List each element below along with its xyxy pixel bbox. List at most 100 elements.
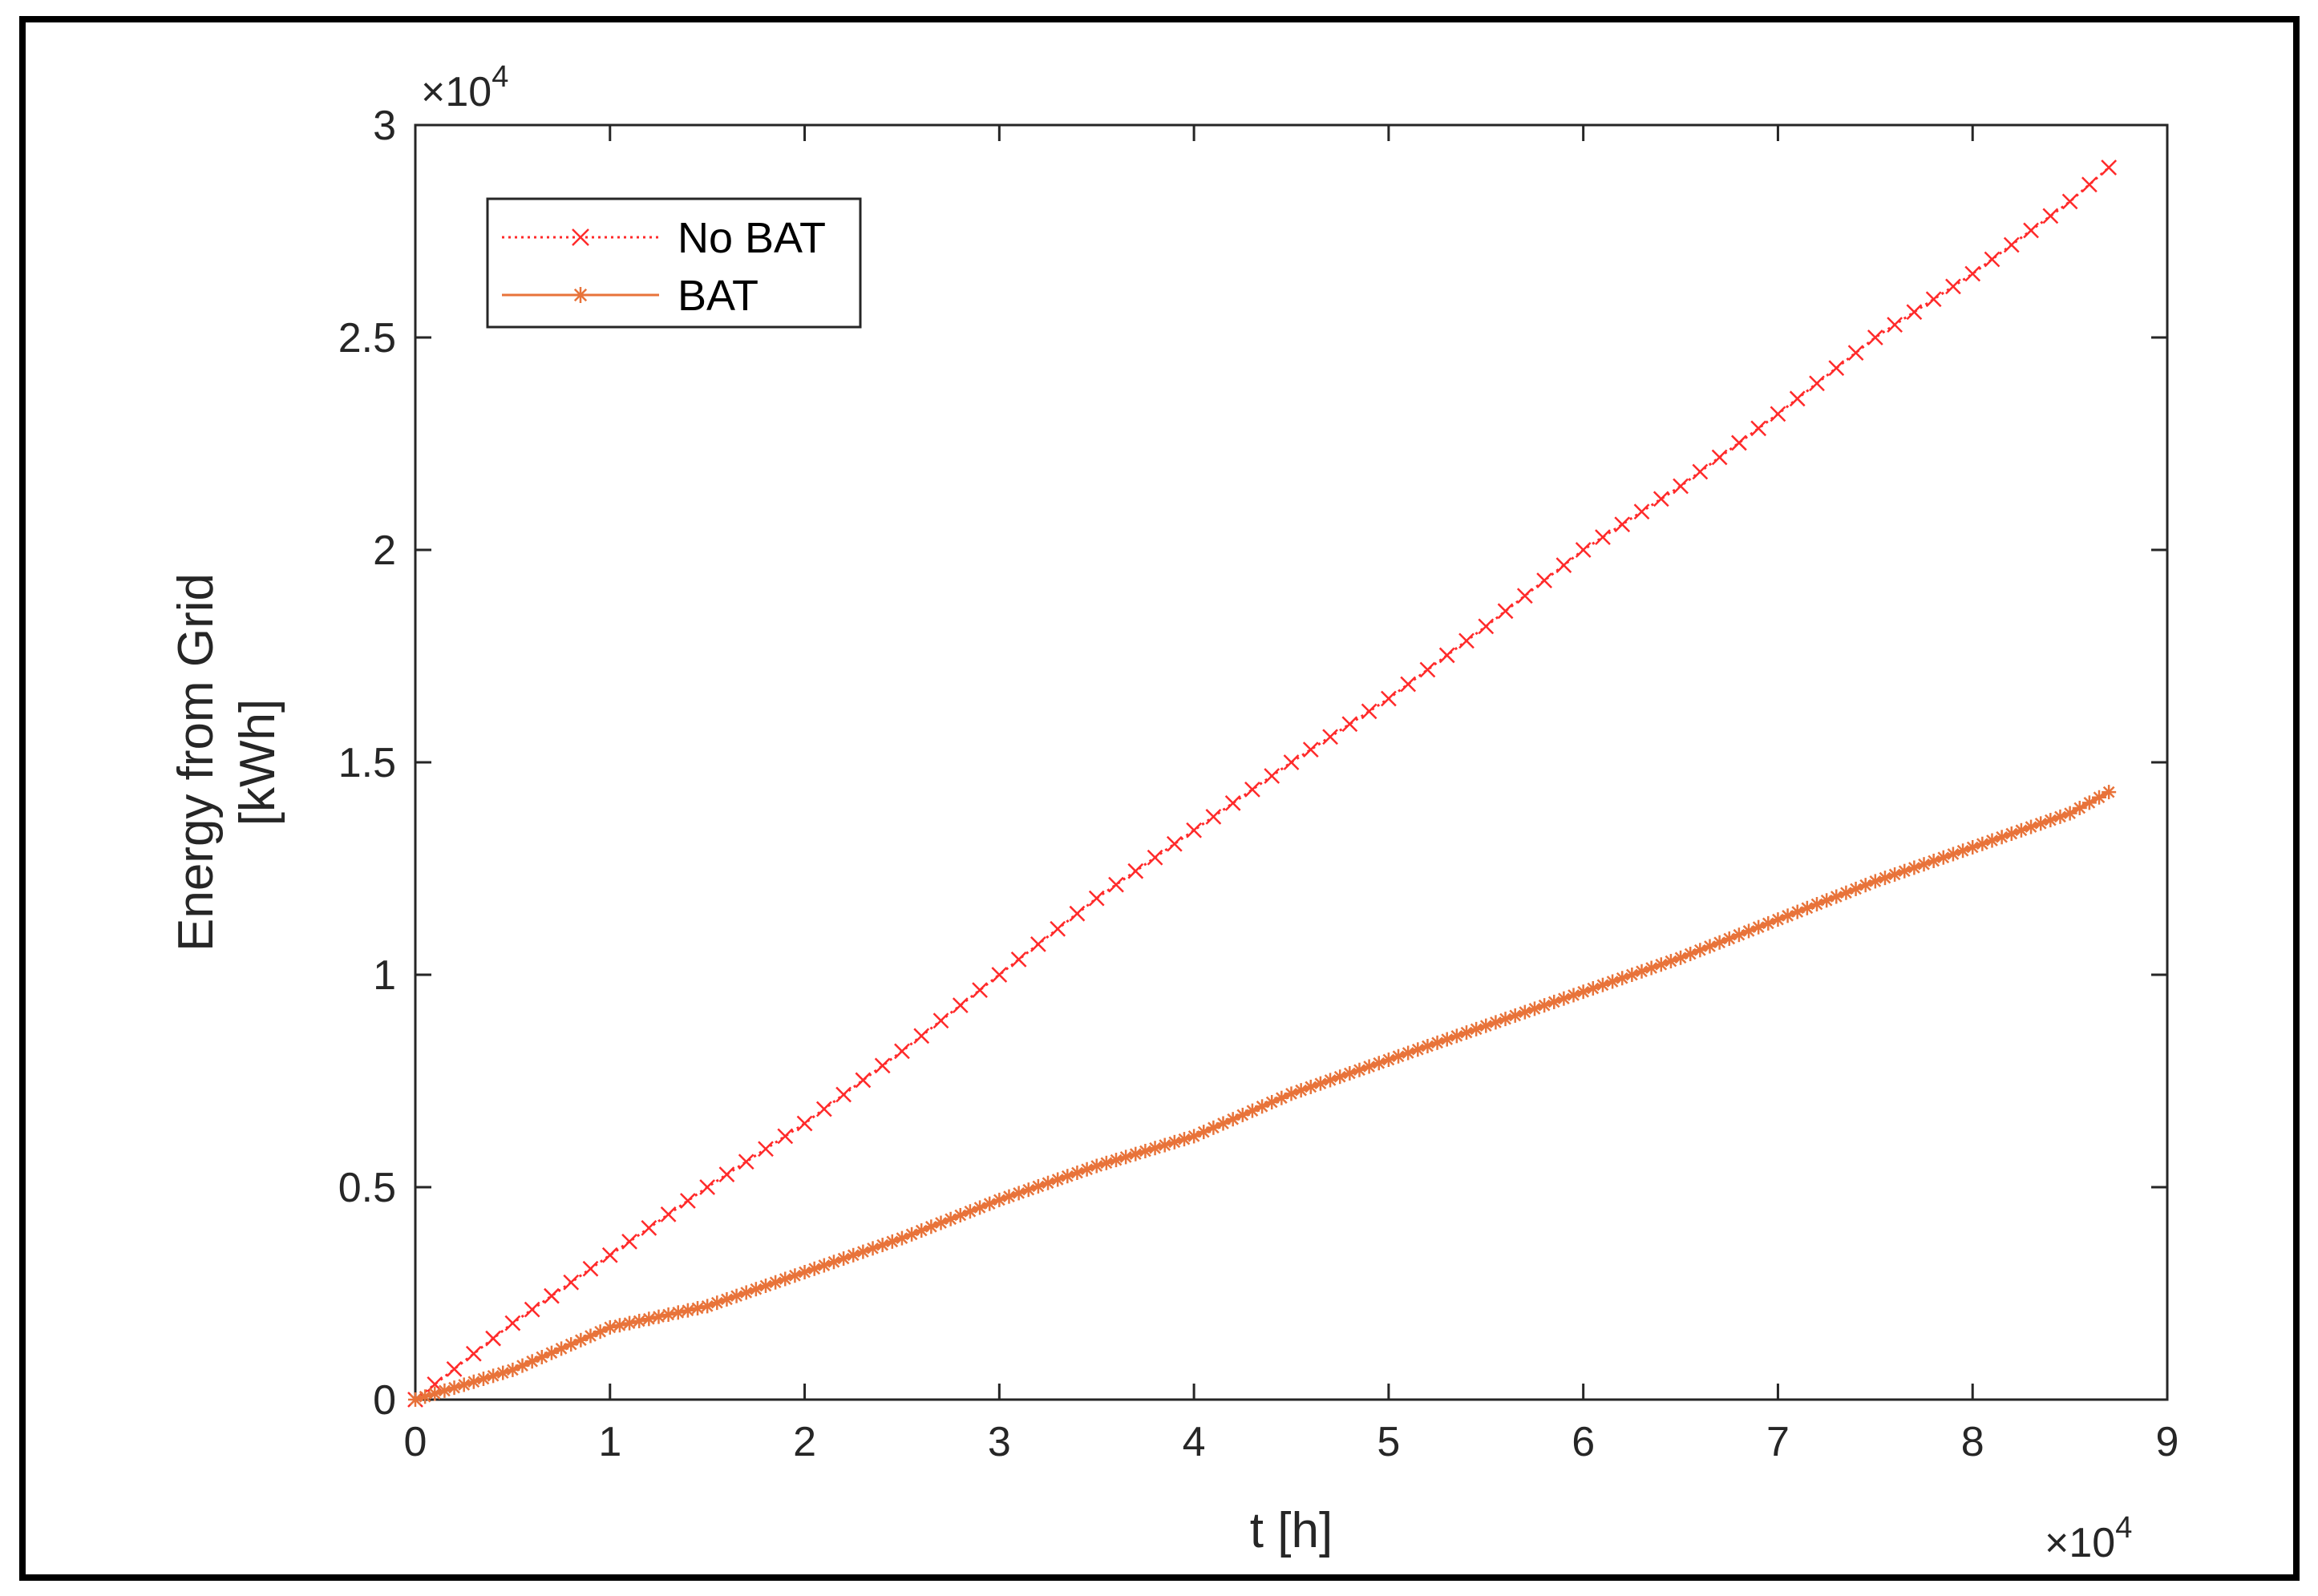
axis-ticks: 0 1 2 3 4 5 6 7 8 9 0 0.5 1 1.5 2 2.5 3 — [338, 103, 2179, 1465]
data-point — [738, 1154, 754, 1170]
data-point — [651, 1309, 666, 1324]
data-point — [1088, 890, 1105, 907]
data-point — [1128, 1146, 1143, 1162]
x-tick-label: 5 — [1377, 1419, 1400, 1465]
data-point — [1205, 808, 1222, 825]
data-point — [777, 1128, 794, 1145]
data-point — [524, 1354, 540, 1369]
data-point — [1224, 794, 1241, 811]
data-point — [544, 1287, 560, 1304]
figure-frame — [19, 16, 2300, 1581]
data-point — [1419, 661, 1436, 678]
data-point — [1069, 905, 1086, 922]
data-point — [1030, 935, 1046, 952]
data-point — [1478, 618, 1495, 635]
data-point — [582, 1260, 599, 1277]
data-point — [1750, 420, 1767, 437]
data-point — [1994, 830, 2009, 845]
data-point — [884, 1234, 900, 1249]
data-point — [699, 1179, 716, 1195]
data-point — [1361, 703, 1377, 720]
data-point — [758, 1141, 774, 1158]
data-point — [1070, 1165, 1085, 1180]
data-point — [641, 1311, 657, 1327]
data-point — [1302, 741, 1319, 758]
data-point — [504, 1315, 521, 1331]
data-point — [1050, 1172, 1066, 1187]
data-point — [1166, 835, 1183, 852]
data-point — [466, 1374, 481, 1389]
data-point — [797, 1265, 812, 1279]
data-point — [1479, 1018, 1494, 1033]
data-point — [952, 997, 969, 1014]
data-point — [2061, 193, 2078, 210]
x-tick-label: 1 — [598, 1419, 621, 1465]
data-point — [1614, 516, 1631, 533]
x-tick-label: 4 — [1183, 1419, 1206, 1465]
data-point — [670, 1305, 686, 1320]
data-point — [661, 1307, 676, 1322]
data-point — [1984, 251, 2000, 268]
legend: No BAT BAT — [486, 197, 862, 329]
data-point — [1157, 1137, 1172, 1153]
data-point — [1244, 782, 1260, 798]
data-point — [1050, 920, 1066, 937]
y-exponent-label: ×104 — [421, 60, 508, 115]
data-point — [680, 1303, 695, 1318]
data-point — [932, 1012, 949, 1029]
data-point — [2081, 176, 2098, 193]
data-point — [1653, 491, 1669, 507]
data-point — [913, 1028, 930, 1044]
y-tick-label: 1.5 — [338, 740, 396, 786]
data-point — [485, 1330, 501, 1347]
data-point — [1673, 478, 1689, 495]
data-point — [418, 1389, 433, 1404]
data-point — [1867, 329, 1883, 345]
data-point — [602, 1319, 617, 1335]
data-point — [1098, 1155, 1114, 1170]
data-point — [1313, 1076, 1328, 1091]
data-point — [1828, 360, 1845, 377]
data-point — [601, 1246, 618, 1263]
x-tick-label: 6 — [1572, 1419, 1595, 1465]
x-tick-label: 2 — [793, 1419, 816, 1465]
data-point — [1615, 971, 1630, 986]
data-point — [1887, 867, 1903, 882]
y-tick-label: 2 — [373, 527, 396, 574]
data-point — [1575, 542, 1592, 558]
data-point — [1906, 304, 1923, 321]
x-tick-label: 3 — [988, 1419, 1011, 1465]
data-point — [1653, 957, 1669, 972]
data-point — [972, 982, 988, 998]
x-tick-label: 7 — [1766, 1419, 1790, 1465]
data-point — [1975, 836, 1990, 851]
data-point — [1847, 345, 1864, 361]
data-point — [1497, 603, 1514, 620]
data-point — [1810, 897, 1824, 912]
data-point — [641, 1219, 657, 1236]
data-point — [1692, 463, 1709, 480]
data-point — [475, 1372, 491, 1387]
data-point — [710, 1295, 725, 1311]
data-point — [1887, 317, 1903, 333]
data-point — [2024, 819, 2039, 834]
data-point — [1809, 375, 1825, 392]
data-point — [992, 1192, 1007, 1207]
data-point — [1731, 434, 1747, 451]
data-point — [991, 967, 1008, 983]
data-point — [563, 1274, 580, 1291]
data-point — [1361, 1059, 1377, 1074]
data-point — [894, 1043, 910, 1060]
data-point — [621, 1233, 637, 1250]
data-point — [855, 1072, 872, 1089]
data-point — [1469, 1021, 1484, 1036]
data-point — [622, 1315, 637, 1331]
legend-entry: No BAT — [502, 214, 826, 262]
series-no-bat — [407, 160, 2118, 1408]
data-point — [2003, 236, 2020, 253]
y-axis-label-line1: Energy from Grid — [168, 573, 224, 952]
data-point — [1711, 449, 1728, 466]
x-tick-label: 0 — [404, 1419, 427, 1465]
data-point — [446, 1360, 463, 1377]
data-point — [427, 1386, 443, 1401]
